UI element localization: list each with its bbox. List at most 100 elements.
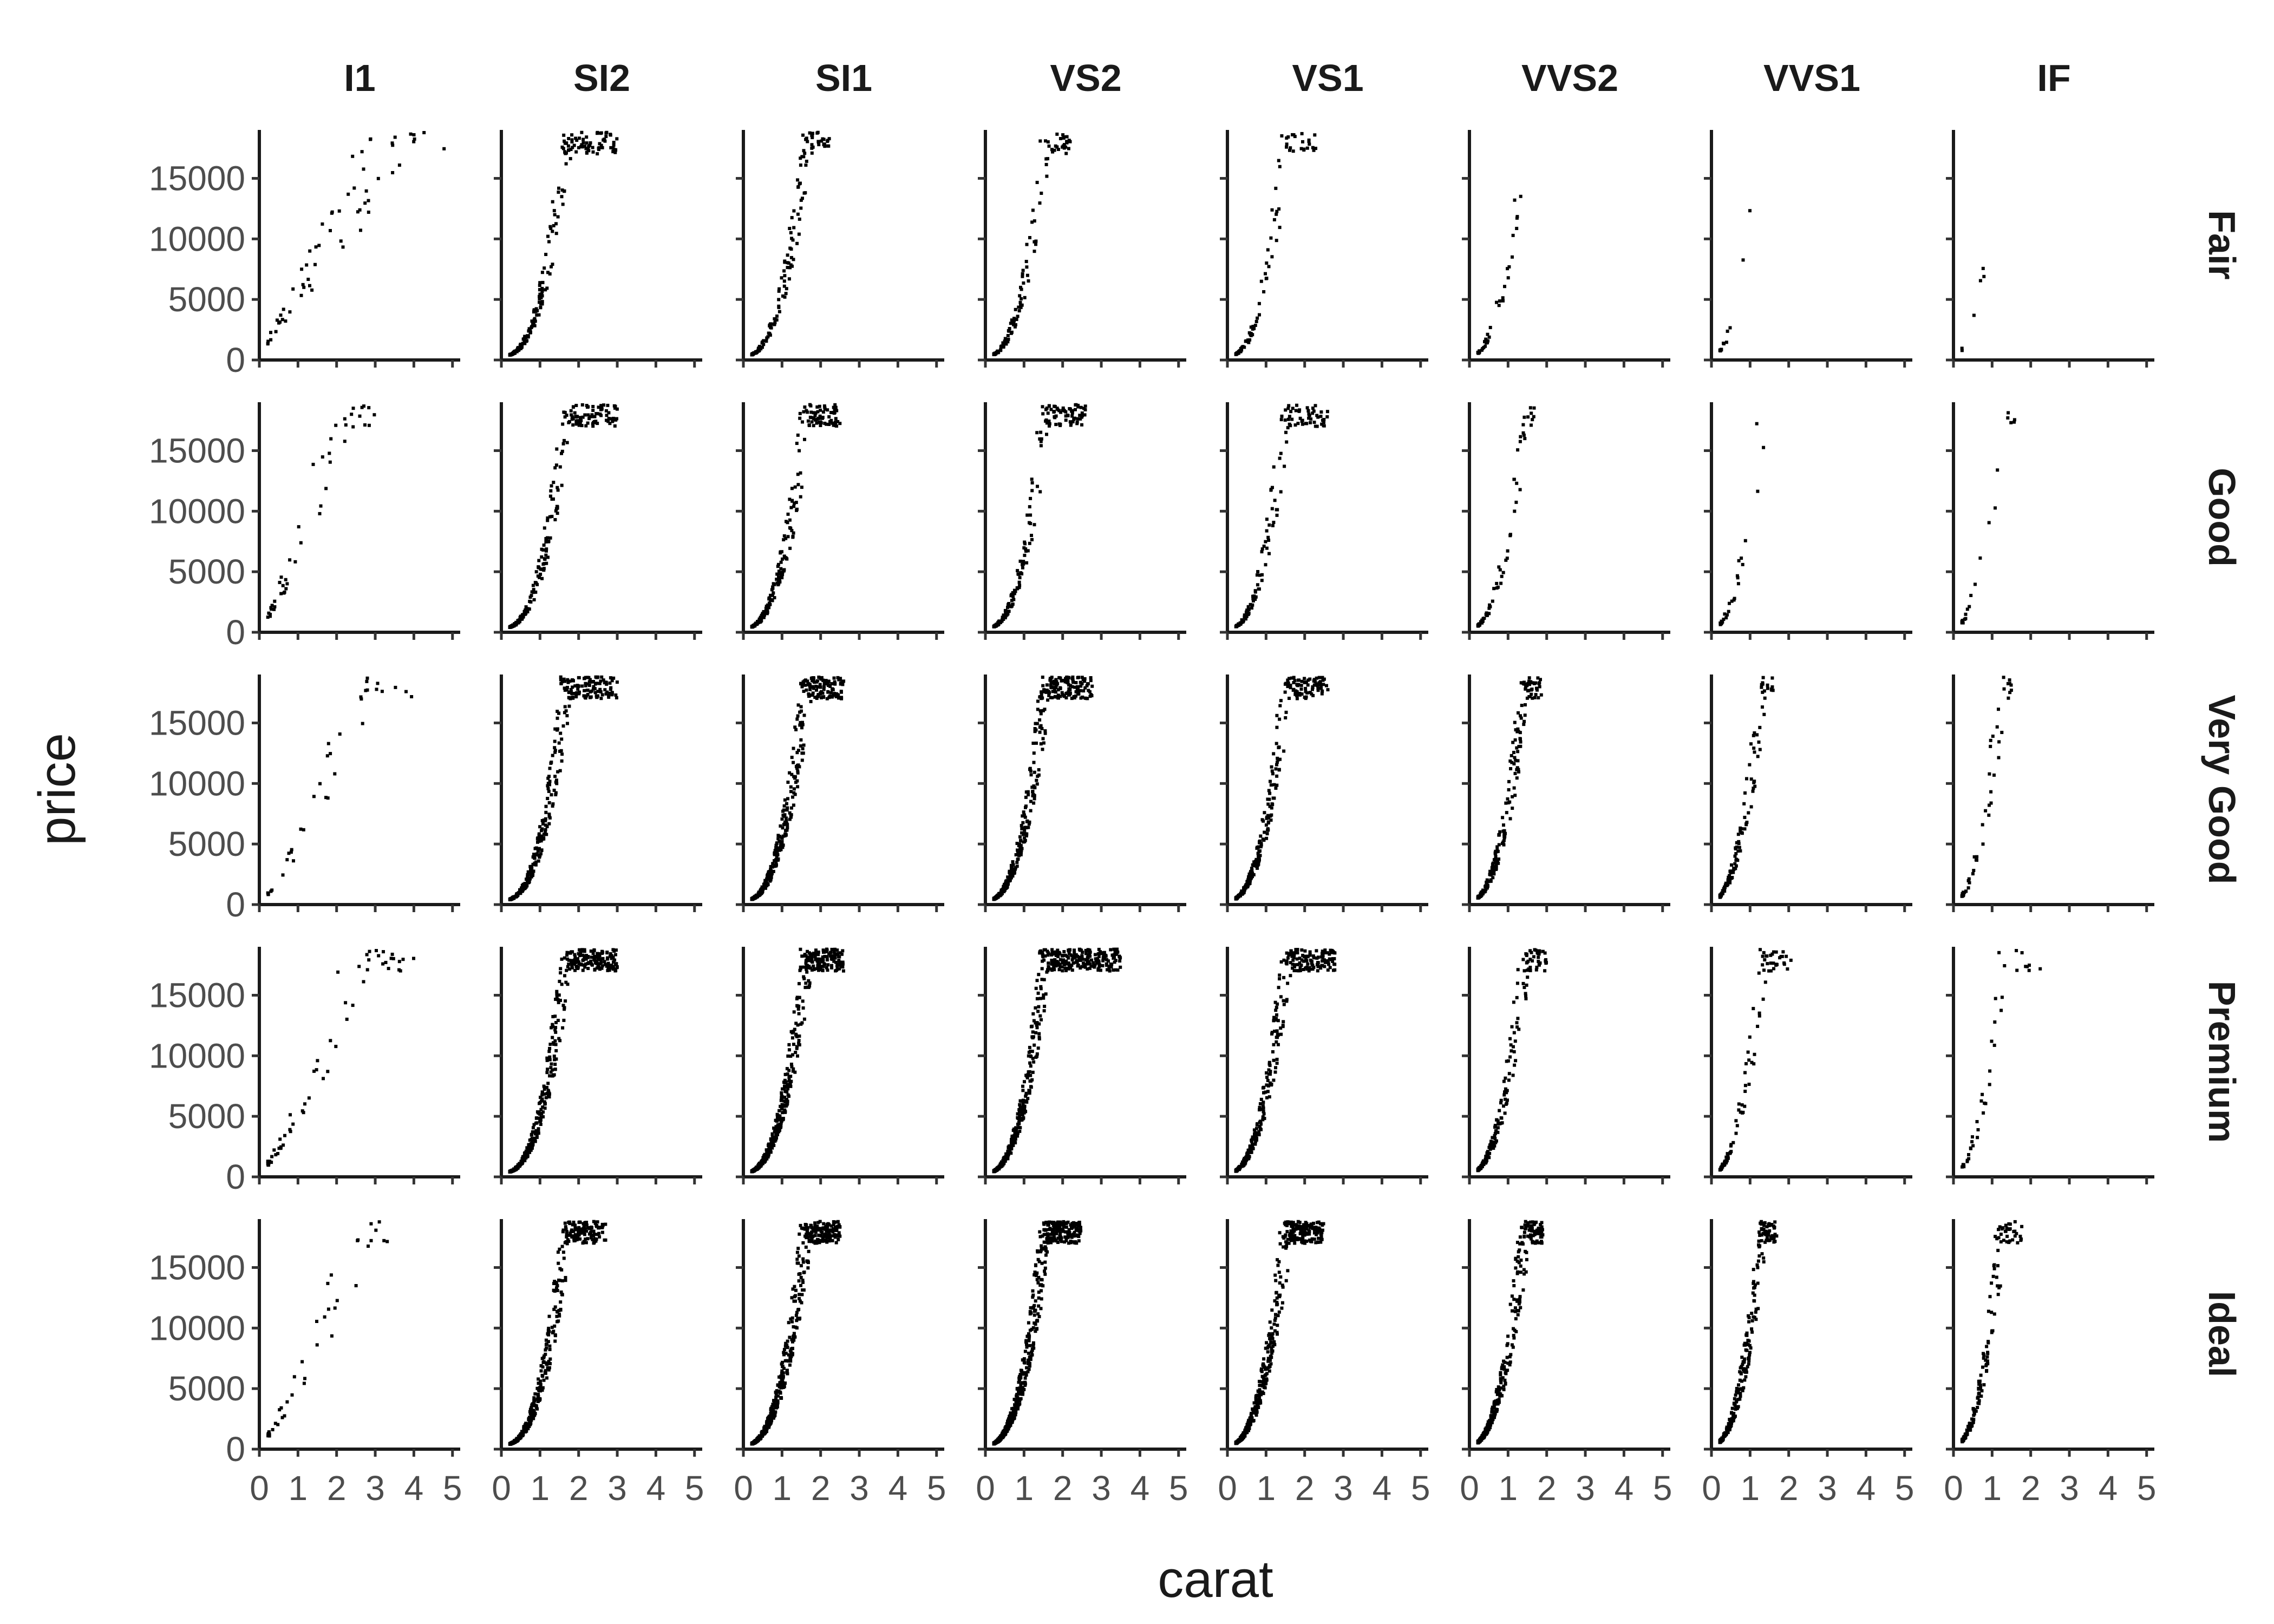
data-point (788, 227, 792, 230)
data-point (563, 686, 566, 690)
data-point (1256, 852, 1260, 855)
data-point (2002, 676, 2005, 679)
data-point (1027, 279, 1030, 283)
data-point (766, 883, 770, 887)
data-point (584, 684, 587, 687)
data-point (540, 1093, 544, 1097)
data-point (1250, 870, 1253, 874)
data-point (1743, 816, 1747, 819)
data-point (776, 858, 780, 862)
data-point (1288, 422, 1291, 426)
data-point (546, 784, 550, 788)
data-point (1259, 279, 1263, 283)
data-point (828, 420, 832, 423)
data-point (1037, 1032, 1041, 1036)
data-point (998, 621, 1002, 625)
data-point (775, 1112, 779, 1116)
data-point (556, 215, 560, 219)
data-point (1522, 433, 1526, 437)
data-point (823, 422, 827, 425)
data-point (1261, 837, 1265, 841)
data-point (537, 1116, 540, 1120)
data-point (827, 415, 831, 418)
data-point (1015, 318, 1018, 322)
data-point (797, 1004, 801, 1008)
data-point (1017, 580, 1021, 584)
data-point (1033, 770, 1036, 774)
data-point (785, 1067, 789, 1071)
data-point (1497, 833, 1501, 836)
data-point (1491, 862, 1494, 866)
data-point (823, 954, 827, 958)
data-point (581, 968, 585, 972)
data-point (1293, 135, 1297, 139)
data-point (565, 953, 569, 957)
data-point (544, 288, 547, 292)
data-point (1023, 828, 1027, 832)
data-point (793, 501, 796, 505)
data-point (553, 1058, 557, 1062)
data-point (1248, 338, 1252, 342)
data-point (1994, 506, 1997, 510)
data-point (1494, 849, 1498, 853)
data-point (1270, 765, 1273, 769)
data-point (528, 1138, 532, 1142)
data-point (1534, 693, 1538, 697)
data-point (596, 690, 600, 693)
data-point (1989, 790, 1993, 794)
data-point (533, 853, 536, 856)
data-point (1266, 802, 1270, 806)
data-point (308, 249, 312, 253)
data-point (775, 850, 779, 854)
data-point (788, 817, 792, 821)
data-point (826, 681, 829, 684)
data-point (567, 148, 571, 152)
data-point (590, 962, 593, 966)
data-point (390, 141, 394, 145)
data-point (543, 1100, 546, 1104)
data-point (551, 802, 555, 806)
data-point (573, 684, 577, 688)
data-point (612, 676, 616, 680)
data-point (553, 1014, 557, 1018)
data-point (822, 962, 826, 966)
data-point (1072, 417, 1076, 421)
data-point (787, 1048, 791, 1052)
data-point (821, 691, 825, 695)
data-point (560, 188, 564, 192)
data-point (1021, 827, 1025, 830)
data-point (781, 573, 785, 577)
data-point (1063, 695, 1066, 698)
data-point (1038, 695, 1042, 699)
data-point (791, 238, 795, 242)
data-point (602, 678, 605, 682)
data-point (585, 676, 589, 679)
data-point (1234, 624, 1238, 628)
data-point (586, 682, 590, 686)
data-point (1733, 854, 1737, 858)
data-point (789, 790, 793, 794)
data-point (1259, 845, 1263, 849)
data-point (821, 958, 825, 962)
data-point (782, 804, 786, 808)
data-point (594, 412, 598, 416)
data-point (563, 139, 566, 143)
data-point (1513, 738, 1517, 742)
data-point (1032, 784, 1036, 788)
data-point (568, 157, 572, 161)
data-point (1275, 239, 1278, 243)
data-point (609, 952, 612, 955)
data-point (526, 607, 530, 611)
data-point (1530, 688, 1533, 692)
data-point (571, 423, 575, 427)
data-point (544, 1096, 548, 1099)
data-point (802, 975, 806, 979)
data-point (1040, 437, 1043, 441)
data-point (559, 967, 563, 971)
data-point (796, 178, 800, 182)
data-point (1079, 684, 1083, 688)
data-point (810, 420, 814, 424)
data-point (543, 526, 546, 530)
data-point (1260, 579, 1264, 582)
data-point (1527, 695, 1531, 698)
